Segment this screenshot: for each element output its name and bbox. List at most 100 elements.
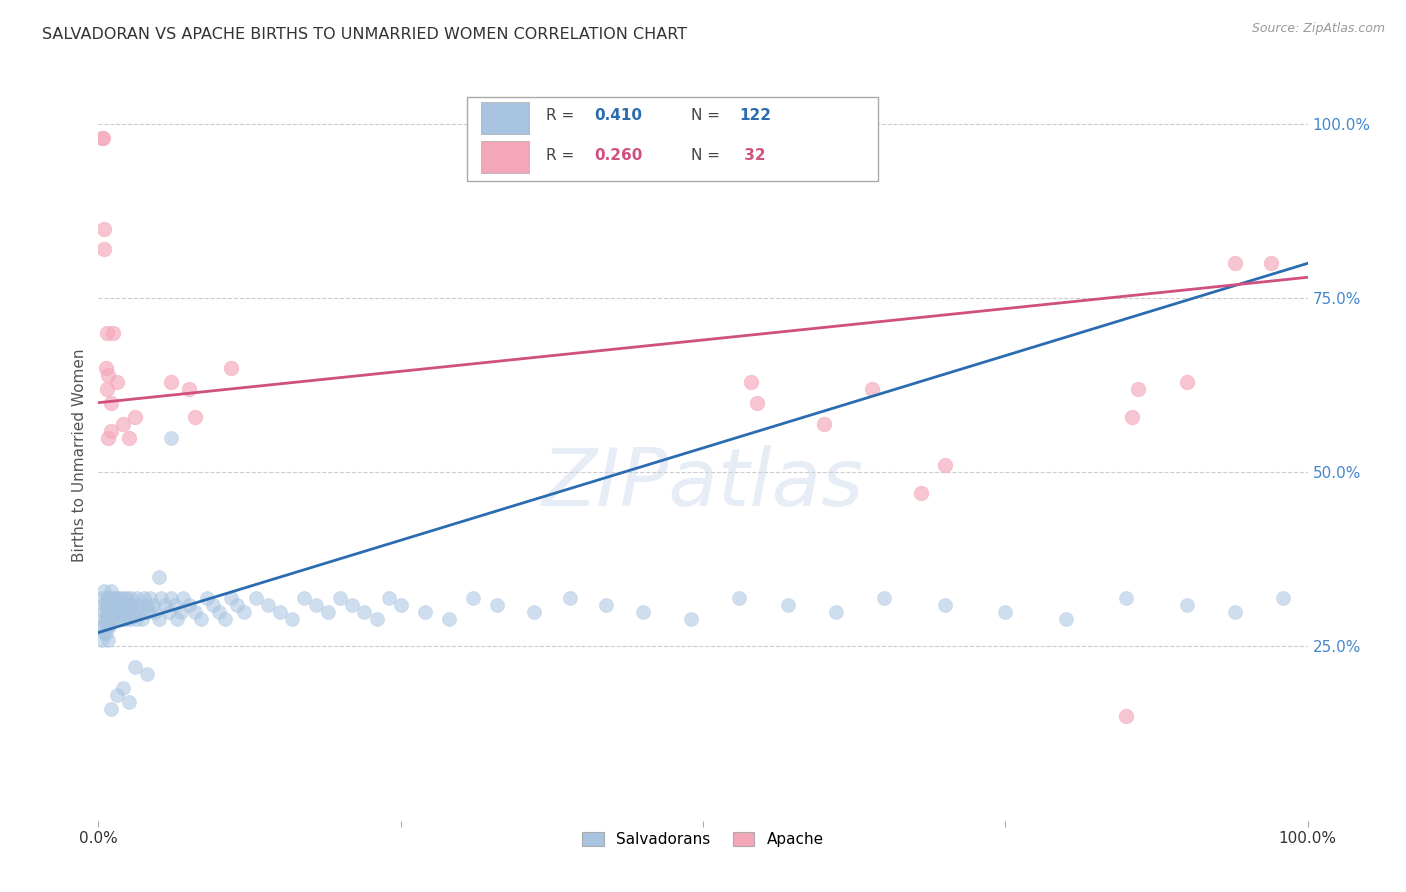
Point <box>437 612 460 626</box>
Point <box>111 417 134 431</box>
Text: R =: R = <box>546 148 579 163</box>
Point <box>292 591 315 605</box>
Point <box>728 591 751 605</box>
Point <box>131 612 153 626</box>
Point <box>105 591 128 605</box>
Point <box>281 612 304 626</box>
Point <box>93 605 115 619</box>
Point <box>91 131 114 145</box>
Point <box>169 605 191 619</box>
Point <box>148 612 170 626</box>
Point <box>134 591 156 605</box>
Point <box>377 591 399 605</box>
Point <box>91 632 114 647</box>
Point <box>184 605 207 619</box>
Point <box>112 591 135 605</box>
Point <box>108 591 131 605</box>
Point <box>97 368 120 382</box>
Point <box>153 598 176 612</box>
Point <box>96 591 118 605</box>
Point <box>91 612 114 626</box>
Point <box>142 598 165 612</box>
Point <box>139 591 162 605</box>
Point <box>825 605 848 619</box>
Point <box>96 326 118 340</box>
Point <box>103 591 125 605</box>
Point <box>157 605 180 619</box>
Point <box>127 591 149 605</box>
Point <box>93 243 115 257</box>
Point <box>100 702 122 716</box>
Point <box>150 591 173 605</box>
Point <box>1175 375 1198 389</box>
Point <box>91 618 114 632</box>
Point <box>316 605 339 619</box>
Point <box>747 395 769 409</box>
Point <box>91 598 114 612</box>
Point <box>148 570 170 584</box>
Point <box>740 375 762 389</box>
FancyBboxPatch shape <box>481 102 529 135</box>
Point <box>366 612 388 626</box>
Point <box>214 612 236 626</box>
Point <box>160 591 183 605</box>
Point <box>269 605 291 619</box>
Text: 32: 32 <box>740 148 766 163</box>
Point <box>101 612 124 626</box>
Point <box>413 605 436 619</box>
Point <box>101 326 124 340</box>
Point <box>101 598 124 612</box>
Point <box>105 375 128 389</box>
Point <box>103 605 125 619</box>
Text: 122: 122 <box>740 108 772 123</box>
Point <box>353 605 375 619</box>
Point <box>1054 612 1077 626</box>
Text: Source: ZipAtlas.com: Source: ZipAtlas.com <box>1251 22 1385 36</box>
Point <box>184 409 207 424</box>
Point <box>100 605 122 619</box>
Point <box>221 360 243 375</box>
Point <box>115 612 138 626</box>
Point <box>125 612 148 626</box>
Point <box>110 598 132 612</box>
Text: 0.410: 0.410 <box>595 108 643 123</box>
Point <box>1121 409 1143 424</box>
Point <box>256 598 278 612</box>
Point <box>114 598 136 612</box>
Point <box>342 598 364 612</box>
Point <box>96 382 118 396</box>
Point <box>994 605 1017 619</box>
Point <box>114 605 136 619</box>
Point <box>96 612 118 626</box>
Point <box>120 591 142 605</box>
Point <box>221 591 243 605</box>
Point <box>108 605 131 619</box>
Point <box>98 605 121 619</box>
Point <box>813 417 835 431</box>
Point <box>105 688 128 702</box>
Point <box>100 395 122 409</box>
Point <box>121 598 143 612</box>
Point <box>124 605 146 619</box>
Point <box>111 612 134 626</box>
Point <box>100 612 122 626</box>
Point <box>98 591 121 605</box>
Point <box>195 591 218 605</box>
Point <box>163 598 186 612</box>
Point <box>934 598 956 612</box>
Point <box>245 591 267 605</box>
Point <box>97 632 120 647</box>
Point <box>111 605 134 619</box>
Point <box>160 430 183 444</box>
Point <box>94 625 117 640</box>
Point <box>232 605 254 619</box>
Point <box>1128 382 1150 396</box>
Point <box>118 598 141 612</box>
Point <box>100 583 122 598</box>
Point <box>1175 598 1198 612</box>
Point <box>179 598 201 612</box>
Point <box>179 382 201 396</box>
Point <box>776 598 799 612</box>
Point <box>873 591 896 605</box>
Point <box>104 598 127 612</box>
